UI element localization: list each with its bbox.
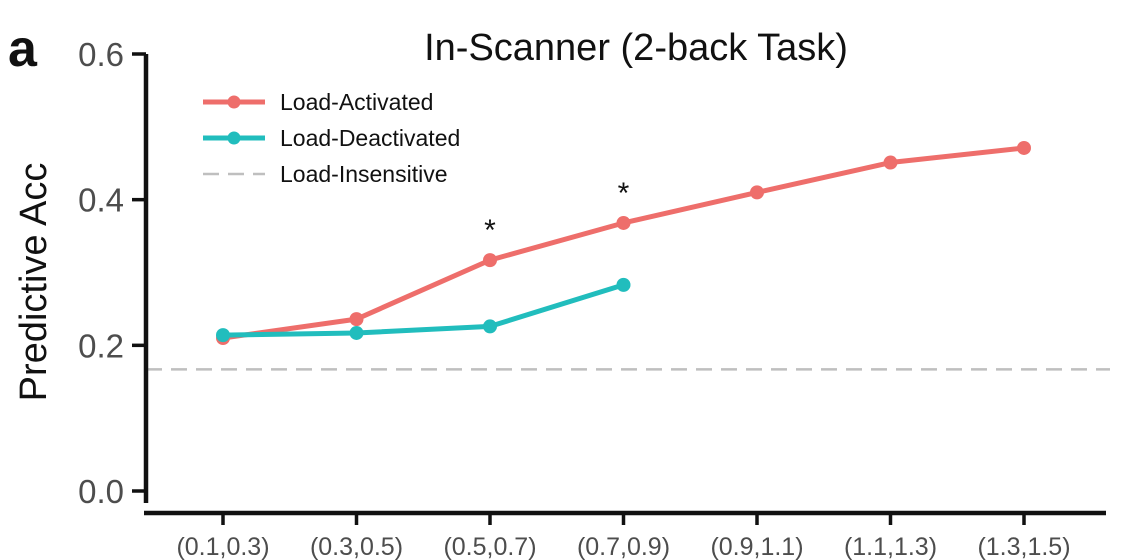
chart-title: In-Scanner (2-back Task) [424, 27, 848, 69]
x-tick-label: (1.3,1.5) [977, 533, 1070, 560]
data-point-load-deactivated [216, 328, 230, 343]
x-tick-label: (0.1,0.3) [176, 533, 269, 560]
axes: 0.0 0.2 0.4 0.6 (0.1,0.3) (0.3,0.5) (0.5,0.7) (… [78, 36, 1106, 560]
x-tick-label: (0.5,0.7) [443, 533, 536, 560]
y-tick-label: 0.0 [78, 473, 124, 510]
data-point-load-activated [616, 215, 631, 230]
data-point-load-activated [483, 253, 497, 268]
series-line-load-deactivated [220, 282, 626, 338]
legend-marker-load-activated [227, 95, 241, 109]
legend-label-load-activated: Load-Activated [280, 89, 433, 115]
data-point-load-deactivated [349, 325, 364, 340]
data-point-load-activated [1017, 140, 1031, 155]
series-layer [216, 140, 1031, 346]
y-axis-label: Predictive Acc [13, 163, 55, 402]
data-point-load-activated [883, 155, 898, 170]
significance-marker: * [618, 177, 630, 210]
panel-label: a [8, 20, 38, 78]
x-tick-label: (0.7,0.9) [577, 533, 670, 560]
x-tick-label: (1.1,1.3) [844, 533, 937, 560]
legend-label-load-deactivated: Load-Deactivated [280, 125, 460, 151]
data-point-load-deactivated [616, 277, 631, 292]
significance-marker: * [484, 214, 496, 247]
legend-marker-load-deactivated [227, 131, 241, 145]
x-tick-label: (0.9,1.1) [710, 533, 803, 560]
x-tick-label: (0.3,0.5) [310, 533, 403, 560]
legend-label-load-insensitive: Load-Insensitive [280, 161, 448, 187]
legend: Load-Activated Load-Deactivated Load-Ins… [203, 89, 460, 187]
data-point-load-activated [750, 185, 764, 200]
data-point-load-activated [349, 312, 364, 327]
y-tick-label: 0.6 [78, 36, 124, 73]
data-point-load-deactivated [483, 319, 497, 334]
annotation-layer: ** [484, 177, 630, 247]
y-tick-label: 0.2 [78, 327, 124, 364]
y-tick-label: 0.4 [78, 182, 124, 219]
